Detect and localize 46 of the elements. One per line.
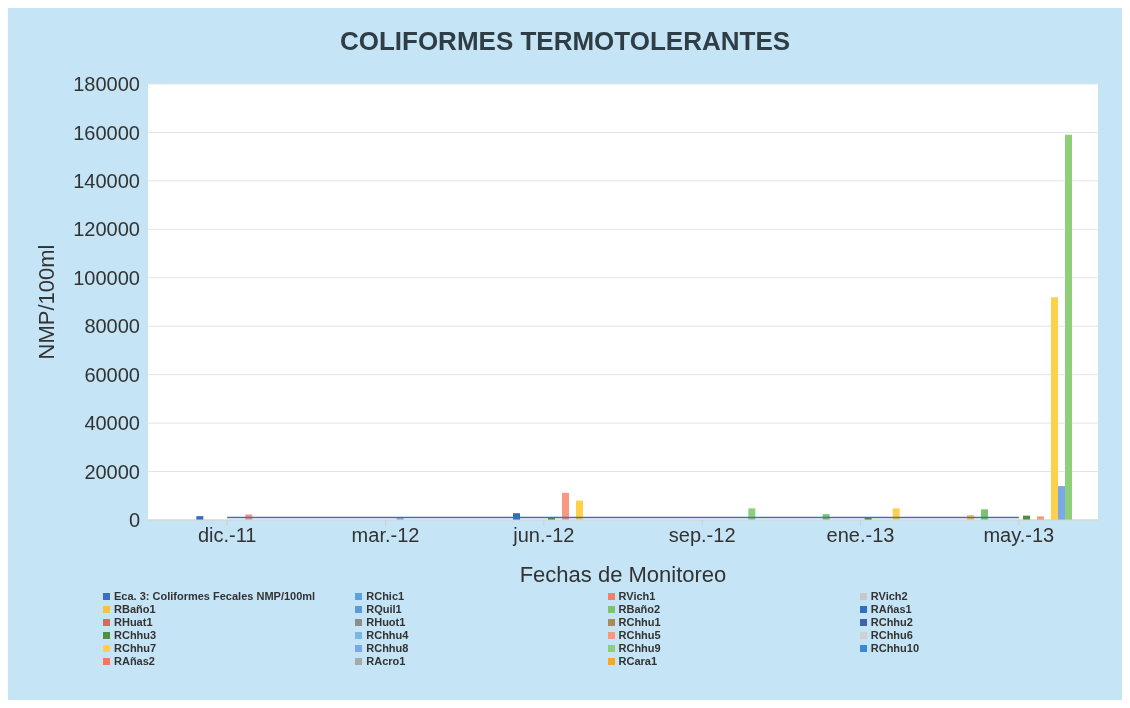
- legend-label: RBaño2: [618, 603, 661, 615]
- y-tick-label: 80000: [84, 315, 140, 338]
- legend-label: RAñas2: [114, 655, 155, 667]
- legend-label: RCara1: [618, 655, 658, 667]
- legend-label: RChhu2: [870, 616, 913, 628]
- legend-label: Eca. 3: Coliformes Fecales NMP/100ml: [114, 590, 316, 602]
- y-tick-label: 40000: [84, 412, 140, 435]
- legend-label: RHuot1: [366, 616, 406, 628]
- legend-label: RChhu8: [366, 642, 409, 654]
- legend-label: RAñas1: [870, 603, 912, 615]
- legend-label: RChhu10: [870, 642, 920, 654]
- legend-label: RVich1: [618, 590, 656, 602]
- x-tick-label: mar.-12: [351, 524, 420, 547]
- legend-label: RVich2: [870, 590, 908, 602]
- chart-title: COLIFORMES TERMOTOLERANTES: [338, 25, 792, 58]
- legend-label: RChhu3: [114, 629, 157, 641]
- x-tick-label: may.-13: [983, 524, 1055, 547]
- y-tick-label: 0: [128, 509, 140, 532]
- legend-label: RQuil1: [366, 603, 402, 615]
- x-tick-label: sep.-12: [668, 524, 736, 547]
- legend-label: RChhu5: [618, 629, 661, 641]
- bar: [1065, 134, 1072, 520]
- legend-label: RAcro1: [366, 655, 406, 667]
- legend-label: RChhu6: [870, 629, 913, 641]
- legend-label: RChhu7: [114, 642, 157, 654]
- x-tick-label: dic.-11: [197, 524, 257, 547]
- bar: [1051, 297, 1058, 520]
- x-tick-label: ene.-13: [826, 524, 895, 547]
- x-axis-title: Fechas de Monitoreo: [519, 562, 727, 587]
- y-tick-label: 160000: [73, 121, 140, 144]
- legend-label: RChic1: [366, 590, 405, 602]
- y-tick-label: 180000: [73, 73, 140, 96]
- y-tick-label: 60000: [84, 363, 140, 386]
- legend-label: RChhu1: [618, 616, 661, 628]
- y-tick-label: 100000: [73, 266, 140, 289]
- y-tick-label: 120000: [73, 218, 140, 241]
- legend-label: RHuat1: [114, 616, 153, 628]
- legend-label: RChhu4: [366, 629, 409, 641]
- y-axis-title: NMP/100ml: [33, 244, 59, 360]
- x-tick-label: jun.-12: [512, 524, 575, 547]
- bar: [562, 492, 569, 520]
- legend-label: RChhu9: [618, 642, 661, 654]
- bar: [1058, 486, 1065, 520]
- y-tick-label: 20000: [84, 460, 140, 483]
- y-tick-label: 140000: [73, 169, 140, 192]
- legend-label: RBaño1: [114, 603, 156, 615]
